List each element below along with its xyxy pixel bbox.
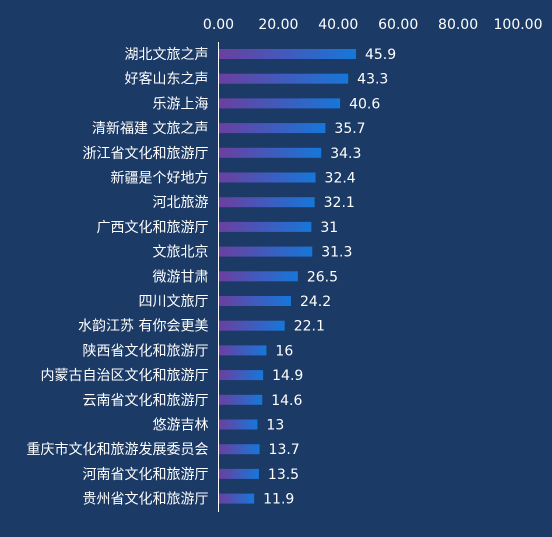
x-tick-label: 60.00 (378, 17, 418, 33)
bar (219, 246, 313, 257)
category-label: 湖北文旅之声 (125, 47, 209, 63)
bar-value-label: 22.1 (294, 319, 325, 335)
bar (219, 370, 264, 381)
category-label: 重庆市文化和旅游发展委员会 (27, 441, 209, 458)
bar-value-label: 13 (266, 418, 284, 434)
bar-value-label: 11.9 (263, 492, 294, 508)
bar (219, 444, 260, 455)
bar-value-label: 32.4 (325, 171, 356, 187)
category-label: 云南省文化和旅游厅 (83, 393, 209, 409)
bar-value-label: 13.7 (269, 442, 300, 458)
bar (219, 493, 255, 504)
bar (219, 320, 285, 331)
bar-value-label: 32.1 (324, 195, 355, 211)
bar (219, 172, 316, 183)
bar (219, 123, 326, 134)
bar-value-label: 43.3 (357, 72, 388, 88)
bar (219, 345, 267, 356)
bar-value-label: 13.5 (268, 467, 299, 483)
category-label: 悠游吉林 (153, 418, 209, 434)
bar-value-label: 45.9 (365, 47, 396, 63)
x-tick-label: 0.00 (203, 17, 234, 33)
x-tick-label: 80.00 (438, 17, 478, 33)
category-label: 清新福建 文旅之声 (92, 121, 208, 137)
bar-value-label: 26.5 (307, 269, 338, 285)
bar-value-label: 40.6 (349, 96, 380, 112)
category-label: 水韵江苏 有你会更美 (78, 319, 208, 335)
category-label: 浙江省文化和旅游厅 (83, 146, 209, 162)
category-label: 好客山东之声 (125, 71, 209, 88)
category-label: 内蒙古自治区文化和旅游厅 (41, 368, 209, 384)
bar (219, 394, 263, 405)
category-label: 广西文化和旅游厅 (97, 220, 209, 236)
bar (219, 73, 349, 84)
x-tick-label: 40.00 (318, 17, 358, 33)
bar (219, 296, 291, 306)
x-tick-label: 20.00 (258, 17, 298, 33)
category-label: 河北旅游 (153, 195, 209, 211)
bar-value-labels: 45.9 43.3 40.6 35.7 34.3 32.4 32.1 31 31.3 26.5 24… (263, 47, 396, 508)
bar (219, 147, 322, 158)
bar (219, 271, 298, 282)
category-label: 新疆是个好地方 (111, 171, 209, 187)
bar (219, 221, 312, 232)
bar (219, 197, 315, 208)
bar-value-label: 14.9 (272, 368, 303, 384)
bar (219, 419, 258, 430)
bar-value-label: 31.3 (321, 245, 352, 261)
bar (219, 468, 259, 479)
bar-value-label: 34.3 (330, 146, 361, 162)
bar (219, 98, 341, 109)
bar-value-label: 16 (275, 343, 293, 359)
category-label: 河南省文化和旅游厅 (83, 467, 209, 483)
category-label: 乐游上海 (153, 96, 209, 112)
bar-value-label: 24.2 (300, 294, 331, 310)
bar-value-label: 14.6 (271, 393, 302, 409)
category-label: 贵州省文化和旅游厅 (83, 492, 209, 508)
bar (219, 49, 356, 59)
category-label: 文旅北京 (153, 245, 209, 261)
bar-value-label: 31 (320, 220, 338, 236)
bar-series (219, 49, 356, 504)
x-axis-tick-labels: 0.00 20.00 40.00 60.00 80.00 100.00 (203, 17, 543, 33)
category-label: 陕西省文化和旅游厅 (83, 343, 209, 359)
bar-value-label: 35.7 (334, 121, 365, 137)
category-label: 四川文旅厅 (139, 294, 209, 310)
category-label: 微游甘肃 (153, 269, 209, 285)
x-tick-label: 100.00 (494, 17, 543, 33)
